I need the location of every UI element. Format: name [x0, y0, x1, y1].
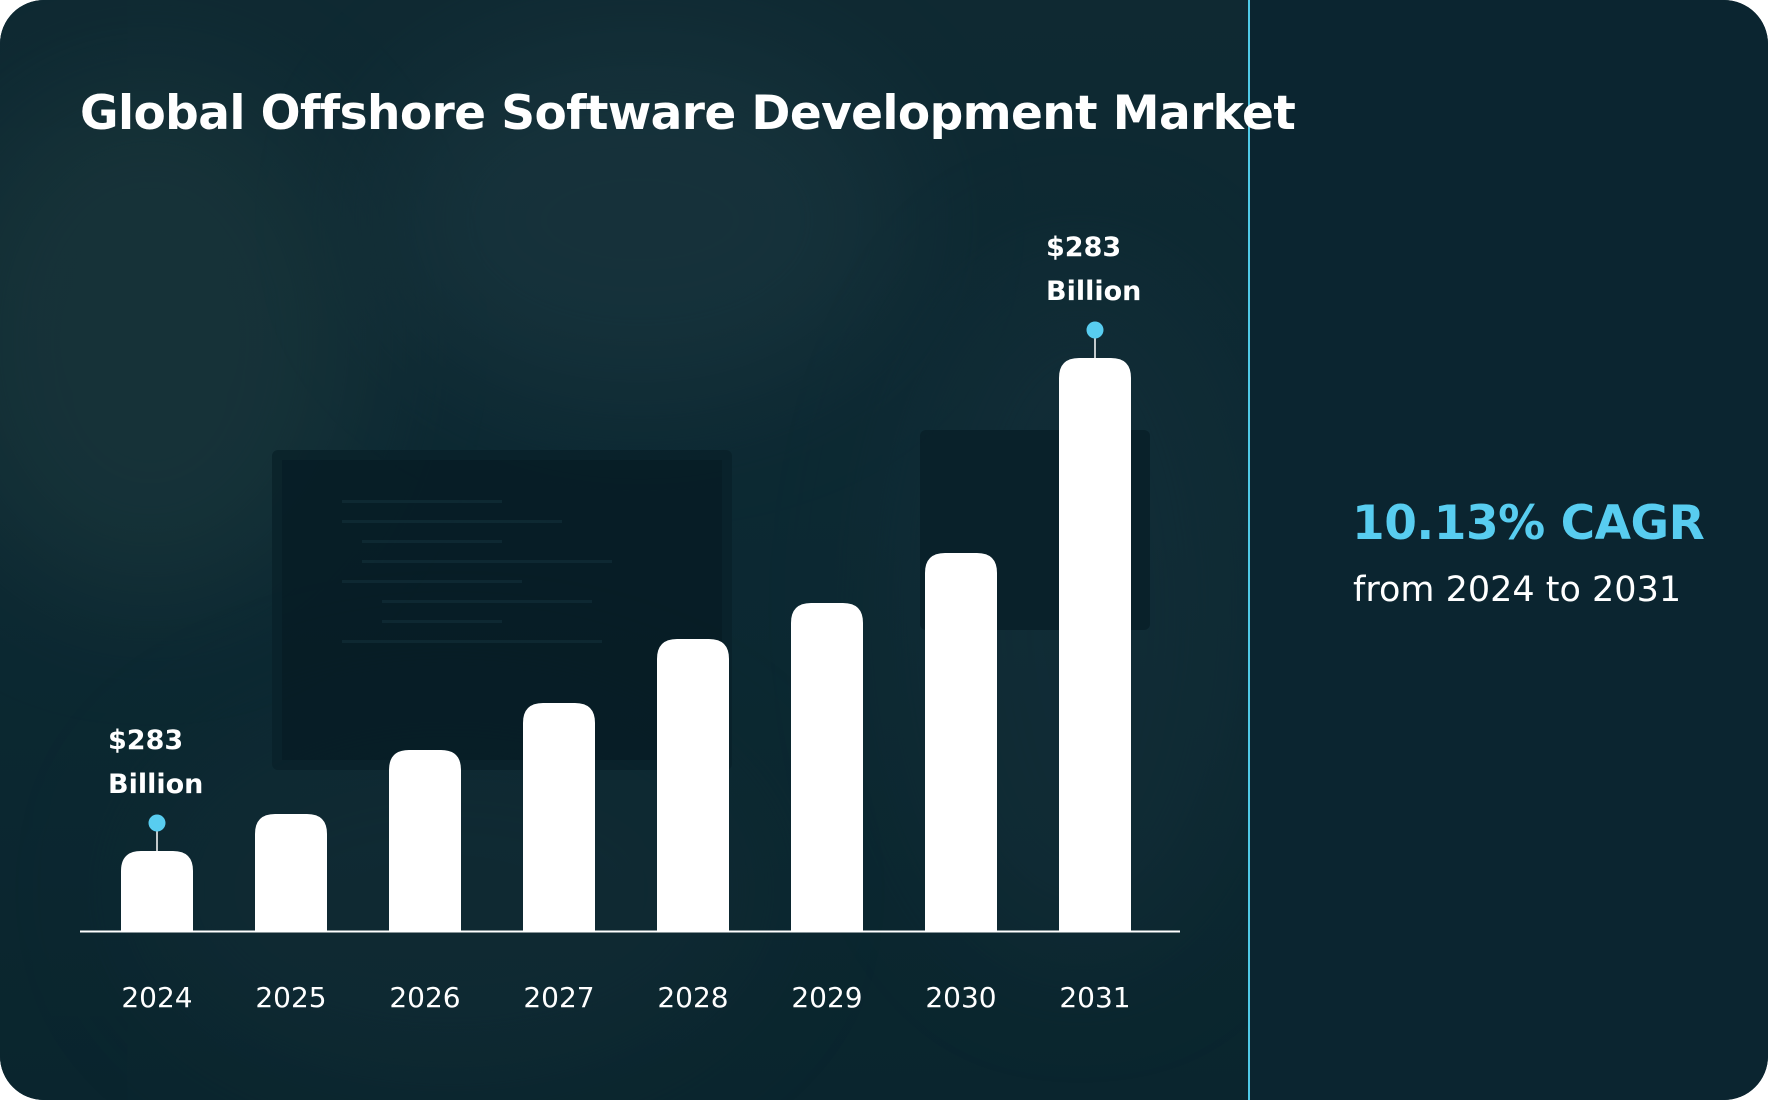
annotation-value-2031: $283 — [1046, 232, 1121, 263]
x-tick-label-2024: 2024 — [121, 981, 192, 1014]
annotation-value-2024: $283 — [108, 725, 183, 756]
panel-divider — [1248, 0, 1250, 1100]
annotation-dot-2024 — [148, 814, 166, 832]
photo-code-line — [342, 520, 562, 523]
photo-code-line — [342, 580, 522, 583]
x-tick-label-2025: 2025 — [255, 981, 326, 1014]
photo-code-line — [342, 500, 502, 503]
x-tick-label-2029: 2029 — [791, 981, 862, 1014]
side-panel — [1250, 0, 1768, 1100]
bar-2027 — [523, 703, 595, 931]
x-tick-label-2026: 2026 — [389, 981, 460, 1014]
chart-title: Global Offshore Software Development Mar… — [80, 86, 1296, 141]
bar-2028 — [657, 639, 729, 931]
bar-2030 — [925, 553, 997, 931]
photo-code-line — [362, 560, 612, 563]
x-tick-label-2027: 2027 — [523, 981, 594, 1014]
x-tick-label-2030: 2030 — [925, 981, 996, 1014]
photo-code-line — [362, 540, 502, 543]
cagr-period: from 2024 to 2031 — [1353, 570, 1682, 610]
x-tick-label-2028: 2028 — [657, 981, 728, 1014]
photo-code-line — [382, 620, 502, 623]
photo-monitor — [272, 450, 732, 770]
photo-blur-window — [380, 40, 900, 400]
annotation-unit-2031: Billion — [1046, 276, 1141, 307]
photo-code-line — [342, 640, 602, 643]
photo-dark-overlay — [0, 0, 1248, 1100]
bar-2031 — [1059, 358, 1131, 931]
bar-2024 — [121, 851, 193, 931]
x-tick-label-2031: 2031 — [1059, 981, 1130, 1014]
bar-2029 — [791, 603, 863, 931]
bar-2025 — [255, 814, 327, 931]
annotation-unit-2024: Billion — [108, 769, 203, 800]
bar-2026 — [389, 750, 461, 931]
annotation-dot-2031 — [1086, 321, 1104, 339]
cagr-value: 10.13% CAGR — [1352, 496, 1705, 551]
photo-code-line — [382, 600, 592, 603]
